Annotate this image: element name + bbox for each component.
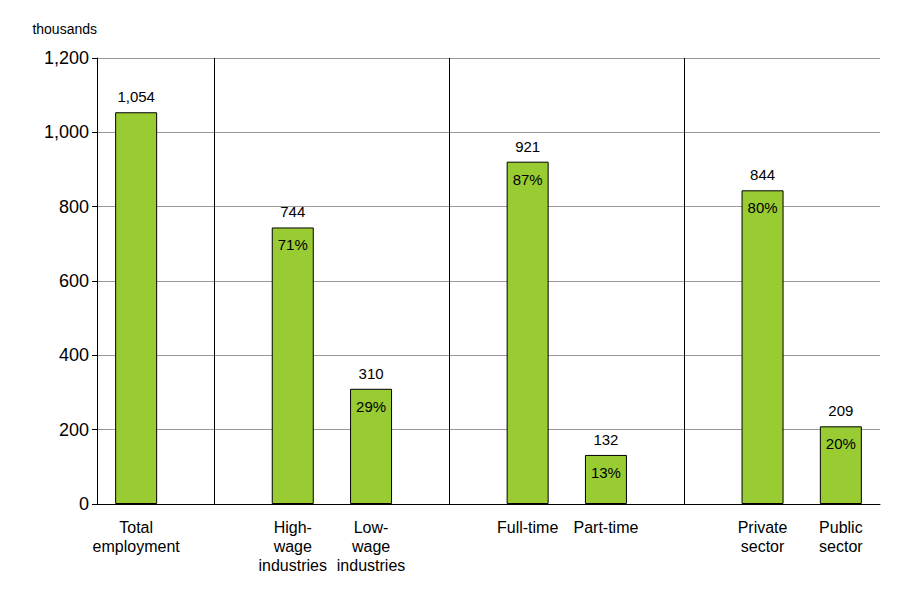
svg-text:Part-time: Part-time — [573, 519, 638, 536]
svg-text:80%: 80% — [748, 199, 778, 216]
svg-text:industries: industries — [259, 557, 327, 574]
svg-text:employment: employment — [93, 538, 181, 555]
svg-text:87%: 87% — [513, 171, 543, 188]
svg-text:Full-time: Full-time — [497, 519, 558, 536]
svg-text:wage: wage — [351, 538, 390, 555]
svg-text:310: 310 — [359, 365, 384, 382]
svg-text:29%: 29% — [356, 398, 386, 415]
svg-text:1,000: 1,000 — [44, 122, 89, 142]
svg-text:844: 844 — [750, 166, 775, 183]
svg-text:Low-: Low- — [354, 519, 389, 536]
svg-text:132: 132 — [593, 431, 618, 448]
svg-text:200: 200 — [59, 420, 89, 440]
svg-text:400: 400 — [59, 345, 89, 365]
svg-text:209: 209 — [828, 402, 853, 419]
svg-text:71%: 71% — [278, 236, 308, 253]
svg-text:High-: High- — [274, 519, 312, 536]
svg-text:744: 744 — [280, 203, 305, 220]
svg-text:800: 800 — [59, 197, 89, 217]
svg-text:Public: Public — [819, 519, 863, 536]
svg-text:Total: Total — [119, 519, 153, 536]
svg-text:Private: Private — [738, 519, 788, 536]
svg-text:1,200: 1,200 — [44, 48, 89, 68]
svg-text:wage: wage — [273, 538, 312, 555]
svg-text:sector: sector — [741, 538, 785, 555]
svg-text:13%: 13% — [591, 464, 621, 481]
svg-text:sector: sector — [819, 538, 863, 555]
svg-text:1,054: 1,054 — [117, 88, 155, 105]
svg-text:20%: 20% — [826, 435, 856, 452]
svg-text:thousands: thousands — [32, 21, 97, 37]
svg-text:600: 600 — [59, 271, 89, 291]
svg-text:0: 0 — [79, 494, 89, 514]
svg-text:921: 921 — [515, 138, 540, 155]
svg-text:industries: industries — [337, 557, 405, 574]
